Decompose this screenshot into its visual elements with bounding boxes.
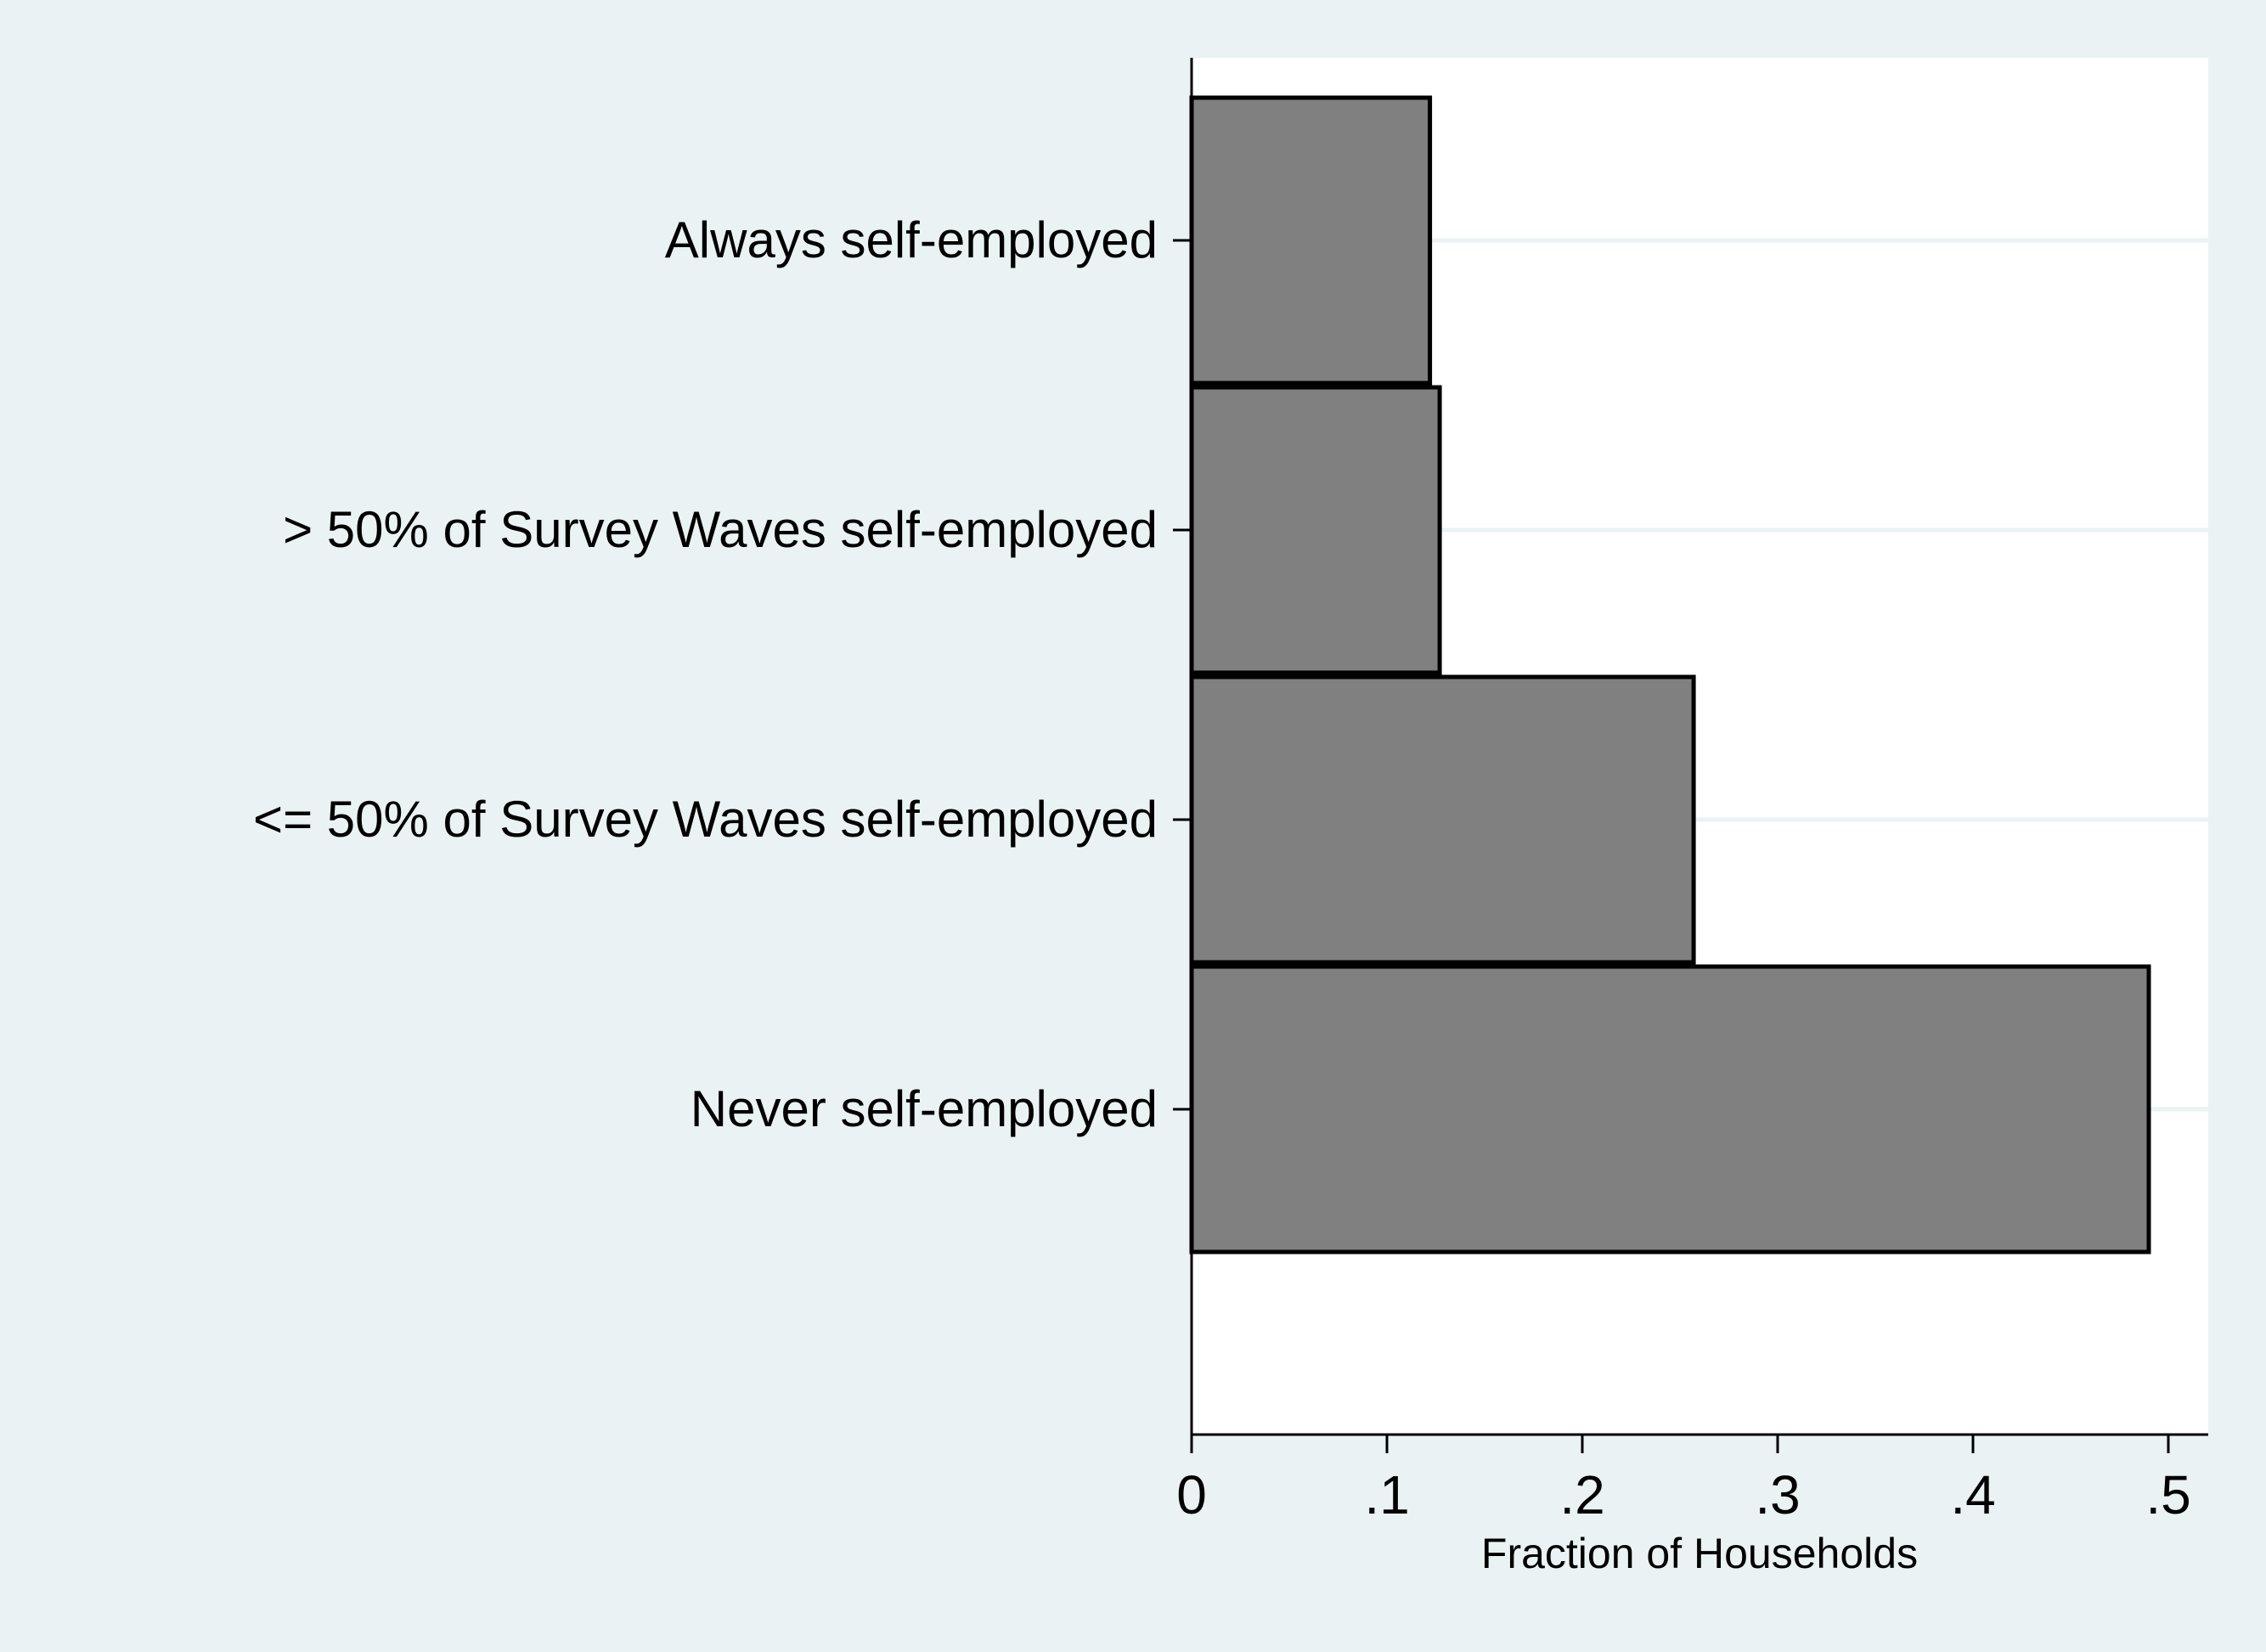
y-tick-label: > 50% of Survey Waves self-employed: [283, 501, 1158, 558]
x-tick-label: .2: [1559, 1464, 1604, 1525]
bar: [1189, 964, 2151, 1255]
bar: [1189, 674, 1696, 965]
x-tick-label: 0: [1176, 1464, 1207, 1525]
y-ticks: Always self-employed > 50% of Survey Wave…: [253, 211, 1192, 1137]
x-tick-label: .4: [1950, 1464, 1995, 1525]
y-tick-label: Always self-employed: [665, 211, 1158, 268]
x-tick-label: .1: [1364, 1464, 1409, 1525]
bars: [1189, 95, 2151, 1255]
bar: [1189, 385, 1442, 675]
y-tick-label: <= 50% of Survey Waves self-employed: [253, 791, 1158, 848]
x-axis-title: Fraction of Households: [1481, 1530, 1918, 1577]
bar: [1189, 95, 1433, 386]
y-tick-label: Never self-employed: [691, 1080, 1158, 1137]
x-tick-label: .5: [2145, 1464, 2190, 1525]
x-ticks: 0 .1 .2 .3 .4 .5: [1176, 1435, 2191, 1525]
axes: [1190, 58, 2208, 1436]
x-tick-label: .3: [1755, 1464, 1800, 1525]
